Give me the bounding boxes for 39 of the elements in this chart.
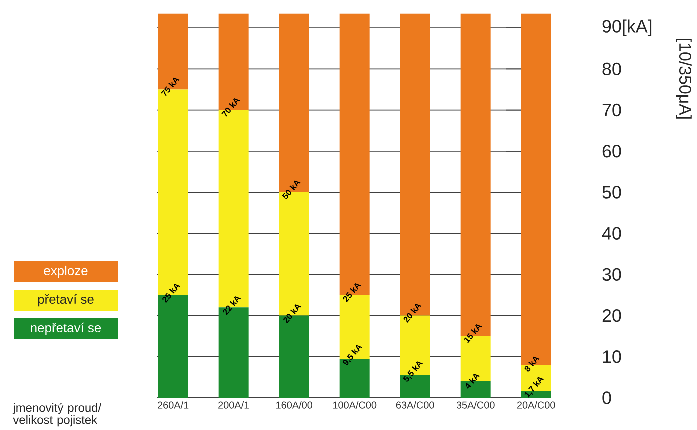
- data-label: 22 kA: [223, 296, 242, 316]
- y-tick-label: 70: [602, 104, 622, 117]
- x-tick-label: 20A/C00: [517, 402, 556, 409]
- annotation: 8 kA: [524, 356, 540, 372]
- bar: [279, 192, 310, 316]
- data-label: 1,7 kA: [524, 377, 544, 398]
- annotation: 15 kA: [464, 324, 482, 344]
- y-tick-label: 30: [602, 268, 622, 282]
- annotation: 20 kA: [404, 304, 422, 324]
- y-tick-label: 10: [603, 350, 622, 364]
- text: nepřetaví se: [31, 322, 102, 336]
- annotation: 70 kA: [222, 98, 240, 117]
- annotation: 25 kA: [343, 283, 362, 302]
- y-tick-label: 60: [602, 145, 622, 158]
- data-label: 20 kA: [284, 304, 302, 324]
- x-tick-label: 200A/1: [218, 402, 250, 409]
- y-axis-title: [10/350μA]: [676, 39, 692, 119]
- data-label: 9,5 kA: [343, 345, 363, 366]
- bar: [279, 316, 310, 398]
- x-tick-label: 160A/00: [276, 402, 313, 409]
- y-tick-label: 0: [602, 392, 612, 404]
- y-tick-label: 20: [602, 309, 622, 322]
- x-tick-label: 35A/C00: [456, 402, 495, 409]
- x-axis-title: jmenovitý proud/ velikost pojistek: [12, 403, 102, 427]
- x-tick-label: 260A/1: [158, 402, 189, 409]
- y-tick-label: 90[kA]: [602, 20, 652, 36]
- y-tick-label: 80: [602, 62, 622, 76]
- data-label: 25 kA: [162, 284, 181, 304]
- text: přetaví se: [38, 294, 94, 307]
- text: exploze: [44, 266, 88, 278]
- annotation: 75 kA: [161, 78, 180, 96]
- x-tick-label: 63A/C00: [396, 402, 434, 409]
- data-label: 5,5 kA: [403, 362, 424, 382]
- x-tick-label: 100A/C00: [333, 402, 377, 409]
- annotation: 50 kA: [282, 180, 301, 200]
- bar: [158, 295, 188, 398]
- y-tick-label: 50: [602, 186, 622, 199]
- data-label: 4 kA: [466, 374, 480, 389]
- y-tick-label: 40: [602, 227, 622, 240]
